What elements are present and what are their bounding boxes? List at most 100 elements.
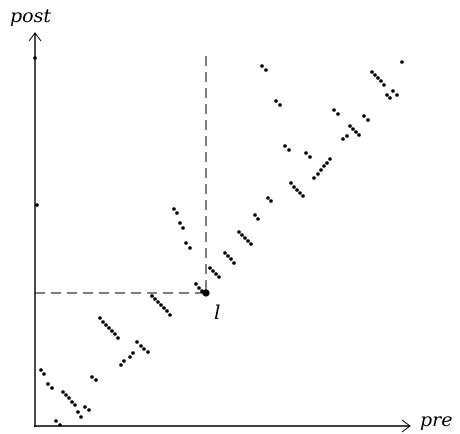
- data-point: [128, 355, 132, 359]
- data-point: [237, 230, 241, 234]
- data-point: [98, 316, 102, 320]
- data-point: [319, 168, 323, 172]
- data-point: [172, 207, 176, 211]
- data-point: [229, 257, 233, 261]
- data-point: [142, 347, 146, 351]
- data-point: [391, 89, 395, 93]
- data-point: [73, 403, 77, 407]
- data-point: [246, 239, 250, 243]
- data-point: [194, 282, 198, 286]
- data-point: [39, 368, 43, 372]
- data-point: [110, 329, 114, 333]
- data-point: [197, 286, 201, 290]
- data-point: [301, 194, 305, 198]
- data-point: [322, 164, 326, 168]
- data-point: [292, 185, 296, 189]
- data-point: [113, 332, 117, 336]
- data-point: [61, 390, 65, 394]
- data-point: [395, 93, 399, 97]
- data-point: [178, 221, 182, 225]
- guide-lines: [35, 56, 207, 294]
- data-point: [101, 320, 105, 324]
- data-point: [122, 359, 126, 363]
- data-point: [188, 246, 192, 250]
- data-point: [214, 272, 218, 276]
- data-point: [46, 382, 50, 386]
- data-point: [79, 415, 83, 419]
- data-point: [208, 266, 212, 270]
- data-point: [345, 134, 349, 138]
- data-point: [54, 419, 58, 423]
- data-point: [341, 137, 345, 141]
- x-axis-arrowhead: [401, 419, 411, 433]
- data-point: [42, 372, 46, 376]
- data-point: [328, 157, 332, 161]
- data-point: [135, 340, 139, 344]
- data-point: [119, 363, 123, 367]
- data-point: [150, 294, 154, 298]
- data-point: [70, 400, 74, 404]
- data-point: [35, 203, 39, 207]
- data-point: [226, 254, 230, 258]
- data-point: [385, 93, 389, 97]
- data-point: [348, 124, 352, 128]
- data-point: [159, 303, 163, 307]
- data-point: [316, 172, 320, 176]
- data-point: [146, 350, 150, 354]
- data-point: [67, 396, 71, 400]
- data-point: [287, 148, 291, 152]
- data-point: [184, 241, 188, 245]
- data-point: [153, 297, 157, 301]
- data-point: [104, 323, 108, 327]
- data-points: [33, 56, 404, 427]
- data-point: [370, 70, 374, 74]
- data-point: [332, 108, 336, 112]
- data-point: [87, 408, 91, 412]
- data-point: [366, 118, 370, 122]
- data-point: [232, 261, 236, 265]
- data-point: [211, 269, 215, 273]
- data-point: [325, 161, 329, 165]
- data-point: [243, 236, 247, 240]
- data-point: [274, 99, 278, 103]
- data-point: [266, 196, 270, 200]
- data-point: [107, 326, 111, 330]
- y-axis-label: post: [10, 5, 51, 27]
- data-point: [256, 217, 260, 221]
- data-point: [64, 393, 68, 397]
- data-point: [379, 79, 383, 83]
- highlighted-point-l: [202, 289, 210, 297]
- data-point: [76, 410, 80, 414]
- data-point: [168, 313, 172, 317]
- data-point: [223, 251, 227, 255]
- data-point: [304, 151, 308, 155]
- data-point: [33, 56, 37, 60]
- data-point: [278, 103, 282, 107]
- x-axis-label: pre: [420, 409, 453, 431]
- y-axis-arrowhead: [28, 32, 42, 42]
- data-point: [283, 144, 287, 148]
- data-point: [362, 114, 366, 118]
- data-point: [139, 344, 143, 348]
- data-point: [253, 213, 257, 217]
- data-point: [260, 64, 264, 68]
- data-point: [94, 378, 98, 382]
- axes: [28, 32, 411, 433]
- data-point: [156, 300, 160, 304]
- data-point: [298, 191, 302, 195]
- data-point: [83, 405, 87, 409]
- data-point: [162, 306, 166, 310]
- data-point: [131, 351, 135, 355]
- data-point: [354, 130, 358, 134]
- data-point: [249, 242, 253, 246]
- data-point: [50, 386, 54, 390]
- data-point: [90, 375, 94, 379]
- data-point: [312, 176, 316, 180]
- data-point: [264, 68, 268, 72]
- data-point: [269, 199, 273, 203]
- point-label-l: l: [214, 300, 220, 324]
- data-point: [289, 181, 293, 185]
- data-point: [376, 76, 380, 80]
- data-point: [165, 309, 169, 313]
